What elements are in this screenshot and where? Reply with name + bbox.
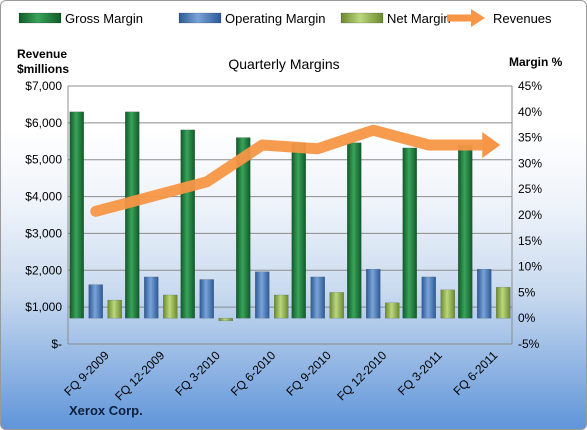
right-tick-label: 15%: [518, 234, 542, 248]
gross-margin-bar: [291, 142, 306, 319]
net-margin-legend-swatch: [340, 12, 384, 24]
gross-margin-bar: [402, 147, 417, 319]
chart-title: Quarterly Margins: [228, 56, 339, 72]
legend-label: Gross Margin: [65, 11, 143, 26]
category-label: FQ 6-2011: [451, 348, 501, 398]
left-tick-label: $2,000: [25, 263, 62, 277]
right-tick-label: 0%: [518, 311, 536, 325]
left-tick-label: $3,000: [25, 226, 62, 240]
net-margin-bar: [218, 317, 233, 322]
net-margin-bar: [107, 299, 122, 319]
right-tick-label: 45%: [518, 79, 542, 93]
category-label: FQ 9-2009: [61, 348, 112, 399]
revenues-arrowhead: [482, 131, 501, 158]
operating-margin-bar: [255, 271, 270, 319]
net-margin-bar: [163, 294, 178, 319]
right-tick-label: 5%: [518, 285, 536, 299]
left-tick-label: $7,000: [25, 79, 62, 93]
gross-margin-bar: [458, 145, 473, 319]
gross-margin-bar: [69, 111, 84, 319]
net-margin-bar: [496, 286, 511, 319]
gross-margin-bar: [125, 111, 140, 319]
right-tick-label: 25%: [518, 182, 542, 196]
left-tick-label: $1,000: [25, 300, 62, 314]
category-label: FQ 9-2010: [283, 348, 334, 399]
revenues-legend-arrow: [471, 9, 485, 27]
right-tick-label: 40%: [518, 105, 542, 119]
category-label: FQ 6-2010: [228, 348, 279, 399]
operating-margin-bar: [421, 276, 436, 319]
operating-margin-bar: [144, 276, 159, 319]
category-label: FQ 12-2010: [334, 348, 389, 403]
right-axis-label: Margin %: [509, 55, 563, 69]
legend: Gross Margin Operating Margin Net Margin Re…: [18, 9, 552, 27]
right-tick-label: -5%: [518, 337, 540, 351]
revenues-line: [90, 124, 490, 217]
left-tick-label: $5,000: [25, 153, 62, 167]
net-margin-bar: [274, 294, 289, 319]
right-tick-label: 30%: [518, 156, 542, 170]
right-tick-label: 35%: [518, 131, 542, 145]
operating-margin-bar: [310, 276, 325, 319]
operating-margin-bar: [366, 268, 381, 319]
operating-margin-bar: [88, 284, 103, 319]
category-label: FQ 3-2011: [395, 348, 445, 398]
bars: [69, 111, 511, 322]
left-tick-label: $4,000: [25, 190, 62, 204]
legend-label: Net Margin: [387, 11, 451, 26]
left-tick-label: $6,000: [25, 116, 62, 130]
gross-margin-legend-swatch: [18, 12, 62, 24]
right-tick-label: 10%: [518, 260, 542, 274]
operating-margin-bar: [199, 279, 214, 319]
right-tick-label: 20%: [518, 208, 542, 222]
net-margin-bar: [329, 292, 344, 319]
category-label: FQ 12-2009: [112, 348, 167, 403]
legend-label: Operating Margin: [225, 11, 325, 26]
left-axis-label-line2: $millions: [17, 62, 69, 76]
operating-margin-legend-swatch: [178, 12, 222, 24]
legend-label: Revenues: [493, 11, 552, 26]
operating-margin-bar: [477, 268, 492, 319]
net-margin-bar: [385, 302, 400, 319]
left-tick-label: $-: [51, 337, 62, 351]
category-label: FQ 3-2010: [172, 348, 223, 399]
net-margin-bar: [440, 289, 455, 319]
gross-margin-bar: [236, 137, 251, 319]
footer-company: Xerox Corp.: [69, 403, 143, 418]
left-axis-label-line1: Revenue: [17, 47, 67, 61]
revenue-line: [90, 124, 501, 217]
gross-margin-bar: [347, 142, 362, 319]
gross-margin-bar: [180, 129, 195, 319]
